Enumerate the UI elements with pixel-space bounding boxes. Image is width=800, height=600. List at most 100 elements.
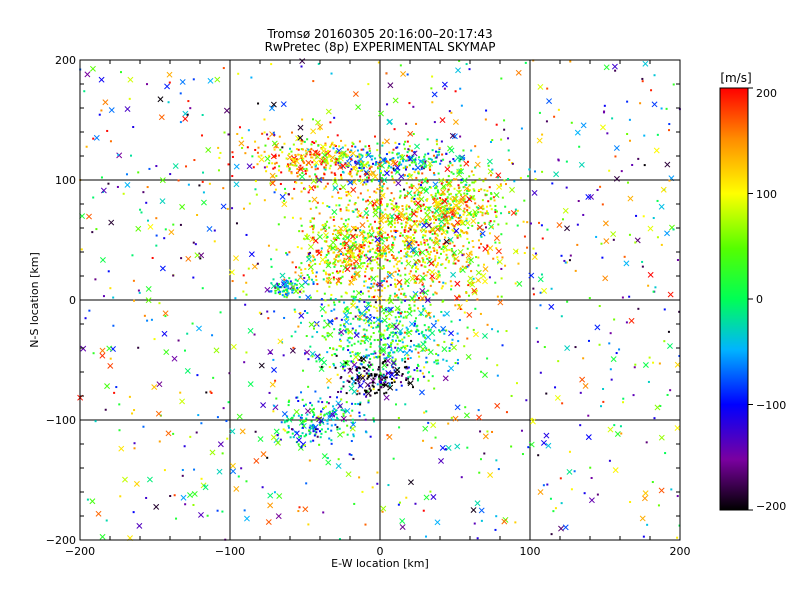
data-point [368, 295, 371, 298]
data-point [404, 345, 407, 348]
data-point [377, 267, 380, 270]
data-point [491, 139, 494, 142]
data-point [366, 207, 369, 210]
data-point [487, 164, 490, 167]
data-point [339, 209, 342, 212]
data-point [437, 151, 440, 154]
data-point [631, 163, 634, 166]
data-point [423, 158, 426, 161]
data-point [324, 299, 327, 302]
data-point [499, 183, 502, 186]
data-point [353, 279, 356, 282]
data-point [415, 220, 418, 223]
data-point [274, 289, 277, 292]
data-point [352, 433, 355, 436]
data-point-x [309, 236, 316, 243]
data-point [462, 149, 465, 152]
data-point [337, 280, 340, 283]
data-point [367, 250, 370, 253]
data-point [294, 278, 297, 281]
data-point-x [461, 177, 468, 184]
data-point [522, 220, 525, 223]
data-point [608, 342, 611, 345]
data-point [256, 151, 259, 154]
data-point [541, 133, 544, 136]
data-point [412, 252, 415, 255]
data-point-x [458, 155, 464, 162]
data-point [338, 253, 341, 256]
data-point [363, 333, 366, 336]
data-point [425, 347, 428, 350]
data-point [387, 354, 390, 357]
data-point [465, 291, 468, 294]
data-point [402, 166, 405, 169]
data-point [453, 187, 456, 190]
data-point [577, 200, 580, 203]
data-point [380, 213, 383, 216]
data-point [401, 358, 404, 361]
data-point [367, 301, 370, 304]
data-point [401, 157, 404, 160]
data-point [142, 425, 145, 428]
data-point-x [337, 247, 344, 254]
data-point-x [603, 64, 610, 71]
data-point [527, 175, 530, 178]
data-point [353, 238, 356, 241]
data-point [411, 386, 414, 389]
data-point [407, 244, 410, 247]
data-point [385, 169, 388, 172]
data-point [501, 196, 504, 199]
data-point-x [438, 458, 444, 464]
data-point-x [202, 484, 209, 491]
data-point [397, 212, 400, 215]
data-point [569, 254, 572, 257]
data-point [301, 171, 304, 174]
data-point [497, 468, 500, 471]
data-point [396, 343, 399, 346]
data-point [612, 238, 615, 241]
data-point [391, 151, 394, 154]
data-point [378, 374, 381, 377]
data-point-x [660, 186, 667, 193]
data-point [435, 362, 438, 365]
data-point [634, 363, 637, 366]
data-point-x [381, 317, 388, 324]
data-point [254, 140, 257, 143]
data-point [409, 236, 412, 239]
data-point [480, 235, 483, 238]
data-point [443, 185, 446, 188]
data-point [339, 208, 342, 211]
data-point [440, 215, 443, 218]
data-point [413, 150, 416, 153]
data-point [388, 323, 391, 326]
data-point [339, 390, 342, 393]
data-point [465, 299, 468, 302]
data-point [397, 251, 400, 254]
data-point [205, 391, 208, 394]
data-point [324, 338, 327, 341]
data-point [260, 154, 263, 157]
data-point [283, 142, 286, 145]
data-point [401, 341, 404, 344]
data-point [370, 180, 373, 183]
data-point-x [414, 143, 420, 150]
data-point [486, 430, 489, 433]
data-point [461, 221, 464, 224]
data-point [462, 253, 465, 256]
data-point [615, 352, 618, 355]
data-point [213, 240, 216, 243]
data-point [525, 399, 528, 402]
data-point [440, 159, 443, 162]
data-point-x [642, 490, 649, 497]
data-point [183, 349, 186, 352]
data-point [388, 272, 391, 275]
data-point [601, 256, 604, 259]
data-point [163, 469, 166, 472]
data-point [380, 386, 383, 389]
data-point [639, 102, 642, 105]
data-point [407, 357, 410, 360]
data-point [274, 162, 277, 165]
data-point [450, 223, 453, 226]
data-point [376, 231, 379, 234]
data-point [434, 257, 437, 260]
